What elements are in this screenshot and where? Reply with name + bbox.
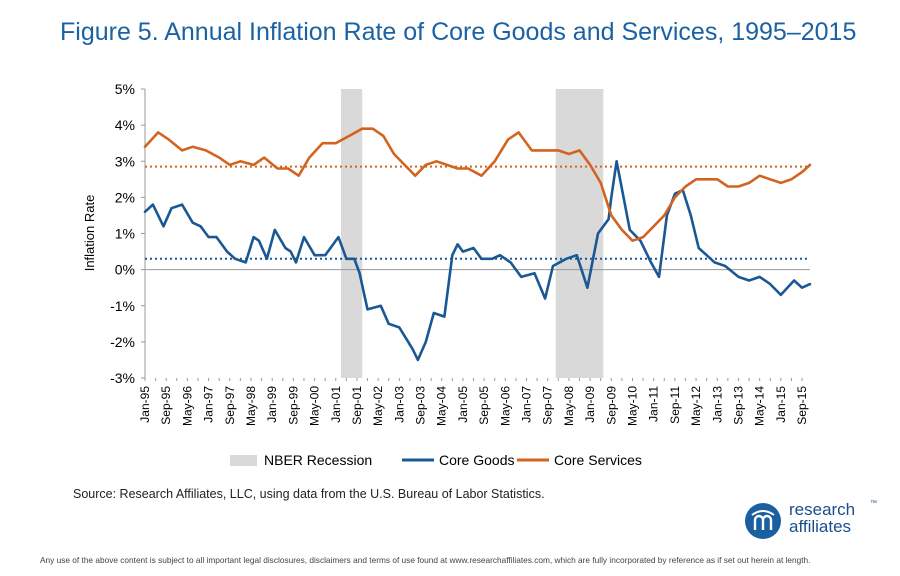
x-tick-label: May-02 [371, 386, 385, 426]
x-tick-label: Sep-99 [286, 386, 300, 425]
reference-lines [145, 165, 810, 260]
recession-band [555, 89, 604, 378]
x-tick-label: May-98 [244, 386, 258, 426]
y-tick-label: -1% [110, 298, 135, 314]
series-line [143, 160, 812, 362]
x-tick-label: Jan-15 [774, 386, 788, 423]
x-tick-label: Sep-03 [414, 386, 428, 425]
series-lines [143, 127, 812, 362]
x-tick-label: Jan-95 [138, 386, 152, 423]
y-tick-label: -2% [110, 334, 135, 350]
x-axis: Jan-95 Sep-95 May-96 Jan-97 Sep-97 May-98 Jan-… [138, 269, 810, 426]
y-tick-label: 3% [115, 153, 135, 169]
legend-label: NBER Recession [264, 452, 372, 468]
x-tick-label: Jan-99 [265, 386, 279, 423]
logo-mark-icon [745, 503, 781, 539]
logo-text: research affiliates [789, 501, 855, 535]
logo-trademark: ™ [870, 500, 877, 507]
y-tick-label: 2% [115, 189, 135, 205]
y-tick-label: 0% [115, 262, 135, 278]
y-tick-label: 4% [115, 117, 135, 133]
x-tick-label: Jan-05 [456, 386, 470, 423]
x-tick-label: Jan-11 [647, 386, 661, 422]
y-tick-label: 5% [115, 81, 135, 97]
x-tick-label: May-08 [562, 386, 576, 426]
x-tick-label: Sep-15 [795, 386, 809, 425]
legend-label: Core Goods [439, 452, 514, 468]
x-tick-label: Jan-07 [520, 386, 534, 423]
x-tick-label: May-04 [435, 386, 449, 426]
x-tick-label: May-12 [689, 386, 703, 426]
y-tick-label: 1% [115, 226, 135, 242]
source-note: Source: Research Affiliates, LLC, using … [73, 487, 545, 501]
x-tick-label: May-96 [180, 386, 194, 426]
y-axis-label: Inflation Rate [82, 195, 97, 272]
y-axis: 5% 4% 3% 2% 1% 0% -1% -2% -3% [110, 81, 146, 386]
x-tick-label: May-00 [308, 386, 322, 426]
x-tick-label: May-06 [498, 386, 512, 426]
recession-band [341, 89, 363, 378]
legend-label: Core Services [554, 452, 642, 468]
x-tick-label: Sep-97 [223, 386, 237, 425]
x-tick-label: May-10 [625, 386, 639, 426]
x-tick-label: Sep-01 [350, 386, 364, 425]
chart: 5% 4% 3% 2% 1% 0% -1% -2% -3% Jan-95 Sep-95 May-96… [82, 81, 812, 468]
x-tick-label: Sep-05 [477, 386, 491, 425]
x-tick-label: Jan-01 [329, 386, 343, 423]
x-tick-label: Jan-03 [392, 386, 406, 423]
x-tick-label: Sep-95 [159, 386, 173, 425]
x-tick-label: Jan-97 [202, 386, 216, 423]
legal-disclaimer: Any use of the above content is subject … [40, 555, 811, 565]
x-tick-label: Sep-09 [604, 386, 618, 425]
research-affiliates-logo: research affiliates ™ [745, 500, 885, 539]
legend: NBER Recession Core Goods Core Services [230, 452, 642, 468]
x-tick-label: Sep-13 [731, 386, 745, 425]
x-tick-label: Jan-09 [583, 386, 597, 423]
logo-line2: affiliates [789, 517, 852, 536]
series-line [143, 127, 812, 242]
x-tick-label: Sep-11 [668, 386, 682, 424]
figure-title: Figure 5. Annual Inflation Rate of Core … [60, 18, 857, 46]
y-tick-label: -3% [110, 370, 135, 386]
recession-bands [341, 89, 604, 378]
x-tick-label: May-14 [753, 386, 767, 426]
x-tick-label: Jan-13 [710, 386, 724, 423]
logo-line1: research [789, 500, 856, 519]
legend-swatch [230, 455, 257, 466]
x-tick-label: Sep-07 [541, 386, 555, 425]
